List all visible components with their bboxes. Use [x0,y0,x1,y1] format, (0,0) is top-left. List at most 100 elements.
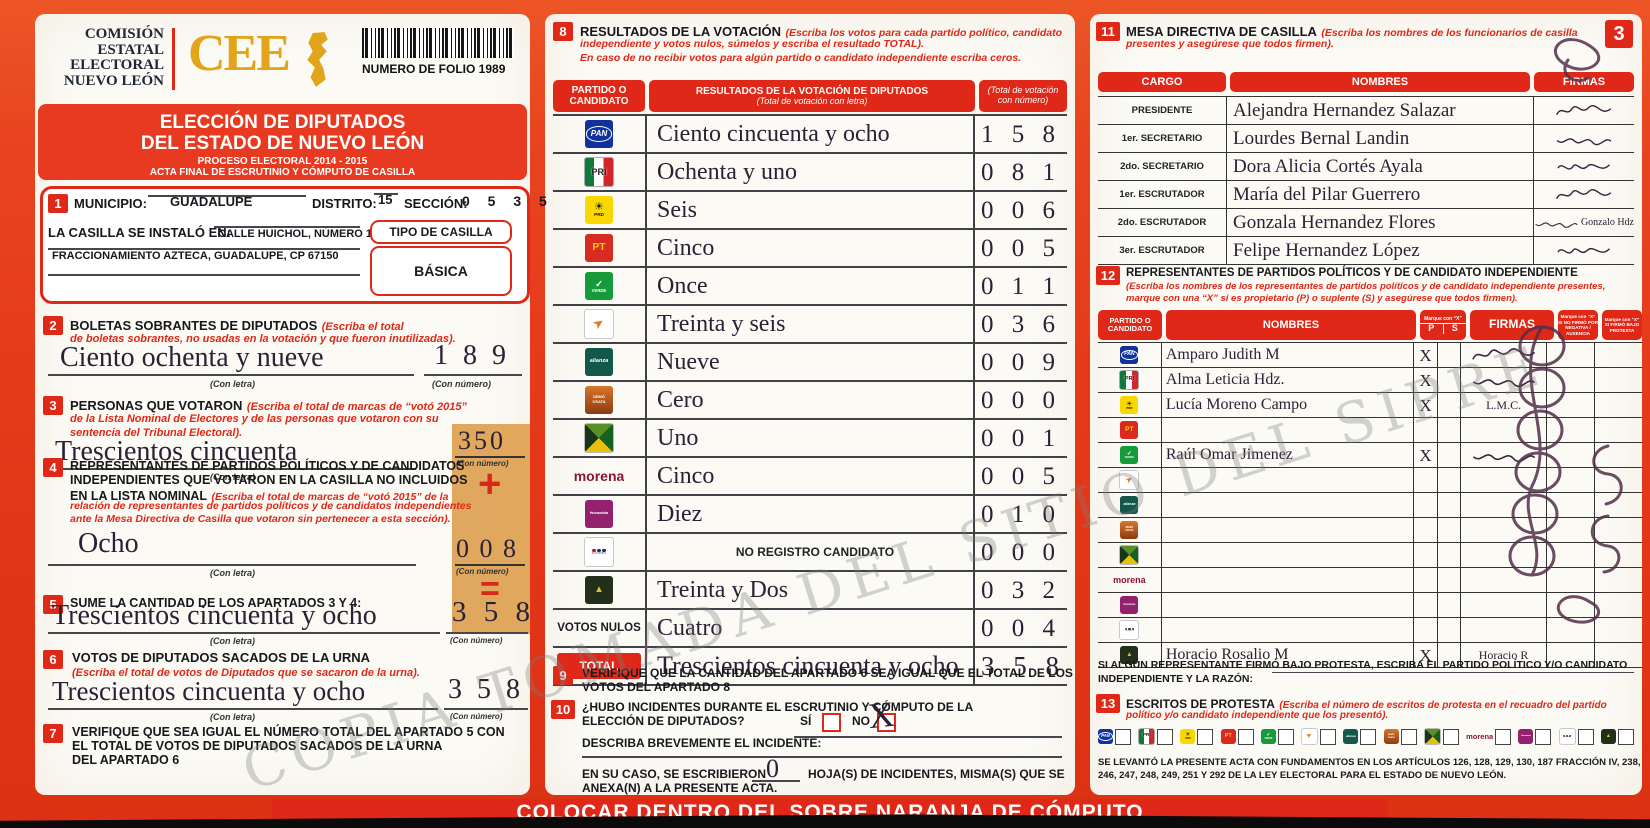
rep-protesta-cell [1593,418,1642,442]
party-logo-morena: morena [1466,731,1494,741]
rep-suplente-mark [1436,518,1461,542]
funcionario-nombre-text: Dora Alicia Cortés Ayala [1233,156,1423,177]
rep-suplente-mark [1436,443,1461,467]
party-logo-verde: ✓ VERDE [1120,446,1139,464]
commission-line: ELECTORAL [70,57,164,73]
funcionario-firma [1534,129,1634,149]
cargo-label: 1er. ESCRUTADOR [1119,189,1205,200]
section13-instr2: político y/o candidato independiente que… [1126,710,1389,721]
party-logo-mc: ➤ [1301,728,1319,745]
rep-nombre [1160,518,1413,542]
signature [1556,137,1612,145]
result-row-pri: PRI Ochenta y uno 0 8 1 [553,154,1067,192]
party-logo-verde: ✓ VERDE [585,272,613,300]
section2-title: BOLETAS SOBRANTES DE DIPUTADOS [70,318,318,333]
address-line1: CALLE HUICHOL, NÚMERO 128, [218,228,388,240]
party-logo-encuentro: encuentro [1119,620,1140,640]
rep-nombre [1160,593,1413,617]
cargo-label: 1er. SECRETARIO [1121,133,1203,144]
protest-logo-item-encuentro: encuentro [1558,728,1594,745]
result-row-letra: Ochenta y uno [645,154,975,190]
s12-header-nombres: NOMBRES [1166,310,1416,340]
rep-row-alianza: alianza [1098,493,1642,518]
result-letra-text: Treinta y Dos [657,577,789,603]
party-logo-alianza: alianza [1120,496,1139,514]
protest-count-box [1157,728,1174,745]
representantes-numero: 0 0 8 [456,534,518,563]
boletas-sobrantes-letra: Ciento ochenta y nueve [60,342,324,373]
result-letra-text: Ochenta y uno [657,159,797,185]
section8-title: RESULTADOS DE LA VOTACIÓN [580,24,782,39]
party-logo-mc: ➤ [1119,470,1140,490]
rep-propietario-mark [1413,618,1437,642]
tipo-casilla-value: BÁSICA [370,246,512,296]
x-mark: X [1419,345,1432,365]
commission-line: NUEVO LEÓN [63,72,164,89]
rep-protesta-cell [1593,343,1642,367]
party-logo-indep: ▲ [585,576,613,604]
personas-votaron-numero: 350 [458,426,506,455]
section1-badge: 1 [48,194,68,213]
party-logo-democrata: DEMÓ CRATA [1383,729,1399,744]
rep-suplente-mark [1436,593,1461,617]
plus-sign: + [478,462,502,506]
rep-suplente-mark [1436,468,1461,492]
result-row-morena: morena Cinco 0 0 5 [553,458,1067,496]
funcionario-firma: Gonzalo Hdz [1534,213,1634,233]
x-mark: X [1419,370,1432,390]
section6-badge: 6 [43,650,63,669]
signature [1556,188,1612,199]
result-row-mc: ➤ Treinta y seis 0 3 6 [553,306,1067,344]
party-logo-pan: PAN [585,120,613,148]
rep-propietario-mark: X [1413,643,1437,667]
rep-protesta-cell [1593,518,1642,542]
party-logo-pan: PAN [1098,729,1113,744]
result-numero-text: 0 3 6 [981,310,1061,338]
protest-note-line1: SI ALGÚN REPRESENTANTE FIRMÓ BAJO PROTES… [1098,659,1628,671]
rep-firma [1460,493,1545,517]
en-su-caso-label: EN SU CASO, SE ESCRIBIERON [582,767,767,781]
rep-no-firmo-cell [1545,518,1594,542]
party-logo-alianza: alianza [1343,729,1359,744]
result-row-party: ✓ VERDE [553,268,645,304]
protest-count-box [1442,728,1459,745]
rep-protesta-cell [1593,468,1642,492]
section2-badge: 2 [43,316,63,335]
mesa-directiva-table: PRESIDENTE Alejandra Hernandez Salazar 1er… [1098,96,1634,265]
protest-count-box [1495,728,1512,745]
suma-letra: Trescientos cincuenta y ocho [52,600,377,631]
no-label: NO [852,714,870,728]
x-mark: X [1419,445,1432,465]
result-letra-text: Ciento cincuenta y ocho [657,121,890,147]
result-row-numero: 0 0 1 [975,420,1067,456]
nuevo-leon-shape-icon [307,32,328,87]
result-letra-text: Once [657,273,708,299]
section2-instr2: de boletas sobrantes, no usadas en la vo… [70,333,456,345]
rep-party: ☀ PRD [1098,393,1161,417]
result-numero-text: 0 0 0 [981,386,1061,414]
section4-instr3: ante la Mesa Directiva de Casilla que vo… [70,513,451,525]
rep-propietario-mark: X [1413,343,1437,367]
signature [1557,247,1610,254]
party-logo-alianza: alianza [585,348,613,376]
con-numero-label: (Con número) [450,712,503,721]
section8-instr2: independiente y votos nulos, súmelos y e… [580,38,924,50]
result-row-pt: PT Cinco 0 0 5 [553,230,1067,268]
result-row-humanista: Humanista Diez 0 1 0 [553,496,1067,534]
rep-row-mc: ➤ [1098,468,1642,493]
con-letra-label: (Con letra) [210,379,255,389]
rep-party [1098,543,1161,567]
result-row-party: PRI [553,154,645,190]
section4-badge: 4 [43,458,63,477]
protest-logo-item-verde: ✓ VERDE [1260,728,1294,745]
party-logo-democrata: DEMÓ CRATA [585,386,613,414]
rep-no-firmo-cell [1545,393,1594,417]
header-divider [172,28,175,90]
result-row-party: morena [553,458,645,494]
section9-badge: 9 [553,666,573,685]
protest-logo-item-pri: PRI [1138,728,1174,745]
result-row-verde: ✓ VERDE Once 0 1 1 [553,268,1067,306]
rep-protesta-cell [1593,443,1642,467]
rep-no-firmo-cell [1545,493,1594,517]
section4-title3: EN LA LISTA NOMINAL [70,489,208,503]
